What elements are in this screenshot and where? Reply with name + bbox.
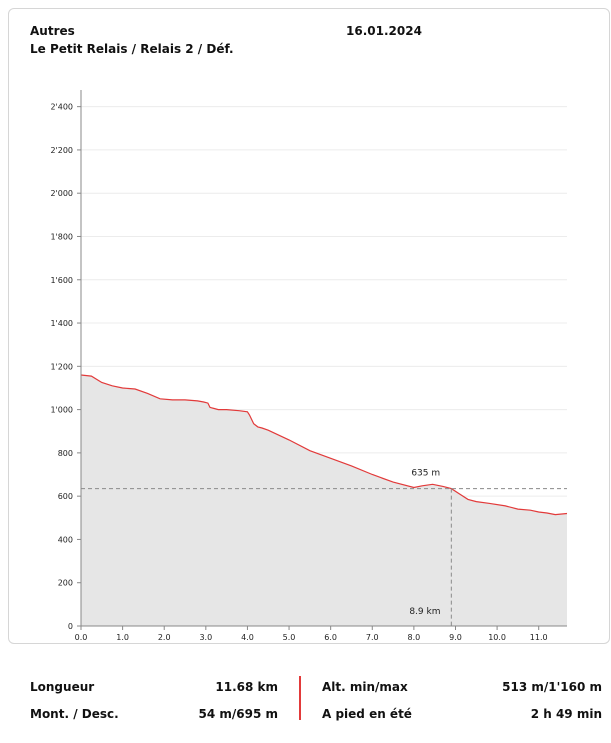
length-value: 11.68 km	[215, 680, 278, 694]
x-tick-label: 1.0	[116, 633, 129, 642]
x-tick-label: 5.0	[283, 633, 296, 642]
y-tick-label: 1'600	[50, 276, 73, 285]
route-title: Le Petit Relais / Relais 2 / Déf.	[30, 42, 234, 56]
altitude-value: 513 m/1'160 m	[502, 680, 602, 694]
x-tick-label: 4.0	[241, 633, 254, 642]
elevation-profile-chart: 0 200 400 600 800 1'000 1'200 1'400 1'600 1'800 2'…	[50, 90, 568, 642]
chart-labels: 0 200 400 600 800 1'000 1'200 1'400 1'600 1'800 2'…	[50, 103, 547, 642]
updown-label: Mont. / Desc.	[30, 707, 119, 721]
y-tick-label: 2'400	[50, 103, 73, 112]
y-tick-label: 600	[58, 492, 73, 501]
category-label: Autres	[30, 24, 75, 38]
y-tick-label: 1'200	[50, 362, 73, 371]
y-tick-label: 800	[58, 449, 73, 458]
x-tick-label: 8.0	[408, 633, 421, 642]
y-tick-label: 1'400	[50, 319, 73, 328]
y-tick-label: 2'000	[50, 189, 73, 198]
walk-time-value: 2 h 49 min	[530, 707, 602, 721]
x-tick-label: 9.0	[449, 633, 462, 642]
altitude-label: Alt. min/max	[322, 680, 408, 694]
x-tick-label: 2.0	[158, 633, 171, 642]
walk-time-label: A pied en été	[322, 707, 412, 721]
length-label: Longueur	[30, 680, 95, 694]
y-tick-label: 400	[58, 535, 73, 544]
chart-area-layer	[80, 374, 568, 626]
stats-divider	[299, 676, 301, 720]
chart-axes	[77, 90, 567, 630]
y-tick-label: 1'800	[50, 232, 73, 241]
x-tick-label: 7.0	[366, 633, 379, 642]
date-label: 16.01.2024	[346, 24, 422, 38]
x-tick-label: 0.0	[75, 633, 88, 642]
x-tick-label: 3.0	[199, 633, 212, 642]
chart-guides	[81, 488, 567, 626]
elevation-line	[80, 374, 568, 516]
y-tick-label: 0	[68, 622, 73, 631]
elevation-area	[81, 375, 567, 626]
marker-distance-label: 8.9 km	[409, 607, 440, 617]
y-tick-label: 1'000	[50, 406, 73, 415]
x-tick-label: 10.0	[488, 633, 506, 642]
updown-value: 54 m/695 m	[198, 707, 279, 721]
y-tick-label: 2'200	[50, 146, 73, 155]
x-tick-label: 11.0	[530, 633, 548, 642]
x-tick-label: 6.0	[324, 633, 337, 642]
marker-elevation-label: 635 m	[411, 469, 440, 479]
y-tick-label: 200	[58, 579, 73, 588]
